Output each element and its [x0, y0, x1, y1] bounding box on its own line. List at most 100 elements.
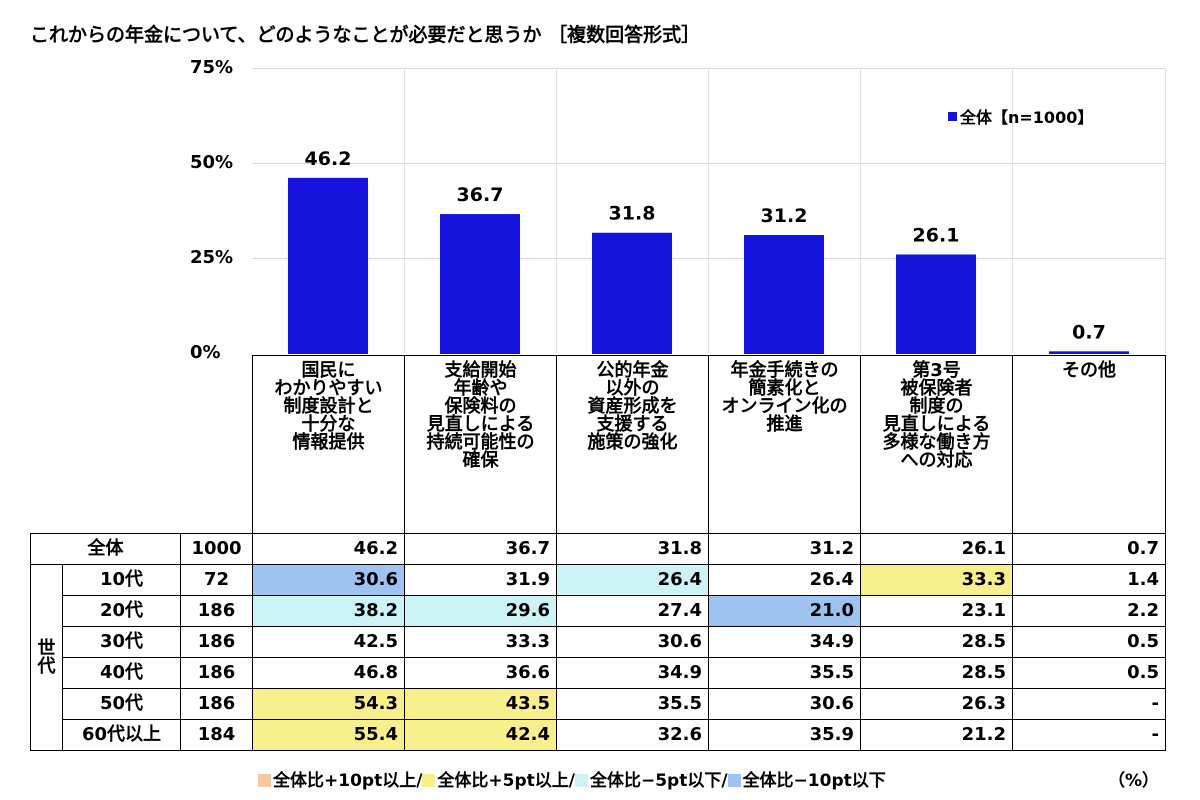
group-label: 世 代 — [30, 564, 63, 751]
bar-value-label: 46.2 — [305, 148, 352, 170]
table-cell: 21.2 — [860, 719, 1013, 751]
category-header-row: 国民に わかりやすい 制度設計と 十分な 情報提供 支給開始 年齢や 保険料の 見… — [30, 355, 1166, 534]
bar-value-label: 31.8 — [609, 203, 656, 225]
category-label: 国民に わかりやすい 制度設計と 十分な 情報提供 — [252, 355, 405, 534]
table-cell: 35.5 — [556, 688, 709, 720]
table-cell: 21.0 — [708, 595, 861, 627]
sample-size: 72 — [180, 564, 253, 596]
highlight-swatch — [727, 774, 741, 787]
row-label: 60代以上 — [62, 719, 181, 751]
table-row: 20代 186 38.2 29.6 27.4 21.0 23.1 2.2 — [31, 595, 1166, 627]
table-cell: 42.4 — [404, 719, 557, 751]
sample-size: 186 — [180, 626, 253, 658]
legend: 全体【n=1000】 — [948, 104, 1093, 128]
table-cell: 2.2 — [1012, 595, 1166, 627]
bar — [896, 254, 976, 354]
unit-label: （%） — [1108, 771, 1160, 791]
highlight-swatch — [574, 774, 588, 787]
bar-value-label: 26.1 — [913, 224, 960, 246]
table-cell: 27.4 — [556, 595, 709, 627]
sample-size: 186 — [180, 688, 253, 720]
table-cell: 35.5 — [708, 657, 861, 689]
table-cell: 28.5 — [860, 657, 1013, 689]
table-cell: 38.2 — [252, 595, 405, 627]
table-cell: 46.8 — [252, 657, 405, 689]
table-cell: 32.6 — [556, 719, 709, 751]
category-label: 年金手続きの 簡素化と オンライン化の 推進 — [708, 355, 861, 534]
bar — [440, 214, 520, 354]
table-cell: 26.4 — [708, 564, 861, 596]
table-row: 30代 186 42.5 33.3 30.6 34.9 28.5 0.5 — [31, 626, 1166, 658]
bar-value-label: 0.7 — [1072, 321, 1106, 343]
table-row: 全体 1000 46.2 36.7 31.8 31.2 26.1 0.7 — [30, 533, 1166, 565]
table-cell: 33.3 — [860, 564, 1013, 596]
row-label: 20代 — [62, 595, 181, 627]
highlight-legend-label: 全体比−5pt以下/ — [589, 771, 728, 791]
table-corner — [30, 355, 253, 534]
table-cell: 36.7 — [404, 533, 557, 565]
bar-value-label: 36.7 — [457, 184, 504, 206]
table-row: 40代 186 46.8 36.6 34.9 35.5 28.5 0.5 — [31, 657, 1166, 689]
bar-chart: 46.2 36.7 31.8 31.2 26.1 0.7 — [288, 148, 1129, 354]
table-cell: 36.6 — [404, 657, 557, 689]
sample-size: 186 — [180, 657, 253, 689]
bar-value-label: 31.2 — [761, 205, 808, 227]
column-separator — [1012, 68, 1013, 354]
column-separator — [556, 68, 557, 354]
table-cell: 23.1 — [860, 595, 1013, 627]
column-separator — [404, 68, 405, 354]
table-cell: 34.9 — [708, 626, 861, 658]
table-cell: 33.3 — [404, 626, 557, 658]
table-cell: 31.2 — [708, 533, 861, 565]
highlight-swatch — [422, 774, 436, 787]
table-cell: 30.6 — [708, 688, 861, 720]
legend-swatch — [948, 112, 957, 121]
table-cell: 31.9 — [404, 564, 557, 596]
category-label: その他 — [1012, 355, 1166, 534]
bar — [288, 177, 368, 354]
table-cell: 31.8 — [556, 533, 709, 565]
table-cell: 34.9 — [556, 657, 709, 689]
table-cell: 30.6 — [556, 626, 709, 658]
y-tick-label: 25% — [190, 247, 234, 268]
sample-size: 1000 — [180, 533, 253, 565]
row-label: 10代 — [62, 564, 181, 596]
table-cell: 29.6 — [404, 595, 557, 627]
table-cell: 28.5 — [860, 626, 1013, 658]
legend-label: 全体【n=1000】 — [960, 108, 1094, 127]
column-separator — [708, 68, 709, 354]
category-label: 第3号 被保険者 制度の 見直しによる 多様な働き方 への対応 — [860, 355, 1013, 534]
highlight-legend-label: 全体比+5pt以上/ — [437, 771, 575, 791]
table-cell: 54.3 — [252, 688, 405, 720]
bar — [1049, 351, 1129, 354]
data-table: 国民に わかりやすい 制度設計と 十分な 情報提供 支給開始 年齢や 保険料の 見… — [30, 355, 1166, 751]
chart-title: これからの年金について、どのようなことが必要だと思うか ［複数回答形式］ — [30, 24, 701, 46]
table-row: 世 代 10代 72 30.6 31.9 26.4 26.4 33.3 1.4 — [30, 564, 1166, 751]
y-tick-label: 50% — [190, 152, 234, 173]
table-cell: 35.9 — [708, 719, 861, 751]
table-cell: 46.2 — [252, 533, 405, 565]
sample-size: 186 — [180, 595, 253, 627]
y-tick-label: 75% — [190, 57, 234, 78]
column-separator — [1165, 68, 1166, 354]
sample-size: 184 — [180, 719, 253, 751]
table-cell: 26.3 — [860, 688, 1013, 720]
row-label: 全体 — [30, 533, 181, 565]
table-row: 60代以上 184 55.4 42.4 32.6 35.9 21.2- — [31, 719, 1166, 751]
table-cell: 0.7 — [1012, 533, 1166, 565]
table-cell: 55.4 — [252, 719, 405, 751]
table-cell: 42.5 — [252, 626, 405, 658]
table-cell: 43.5 — [404, 688, 557, 720]
table-cell: - — [1012, 719, 1166, 751]
table-cell: 0.5 — [1012, 626, 1166, 658]
table-cell: 26.1 — [860, 533, 1013, 565]
bar — [592, 232, 672, 354]
highlight-legend-label: 全体比−10pt以下 — [742, 771, 886, 791]
table-cell: - — [1012, 688, 1166, 720]
table-cell: 0.5 — [1012, 657, 1166, 689]
category-label: 支給開始 年齢や 保険料の 見直しによる 持続可能性の 確保 — [404, 355, 557, 534]
highlight-swatch — [258, 774, 271, 787]
highlight-legend-label: 全体比+10pt以上/ — [273, 771, 423, 791]
table-cell: 30.6 — [252, 564, 405, 596]
row-label: 40代 — [62, 657, 181, 689]
